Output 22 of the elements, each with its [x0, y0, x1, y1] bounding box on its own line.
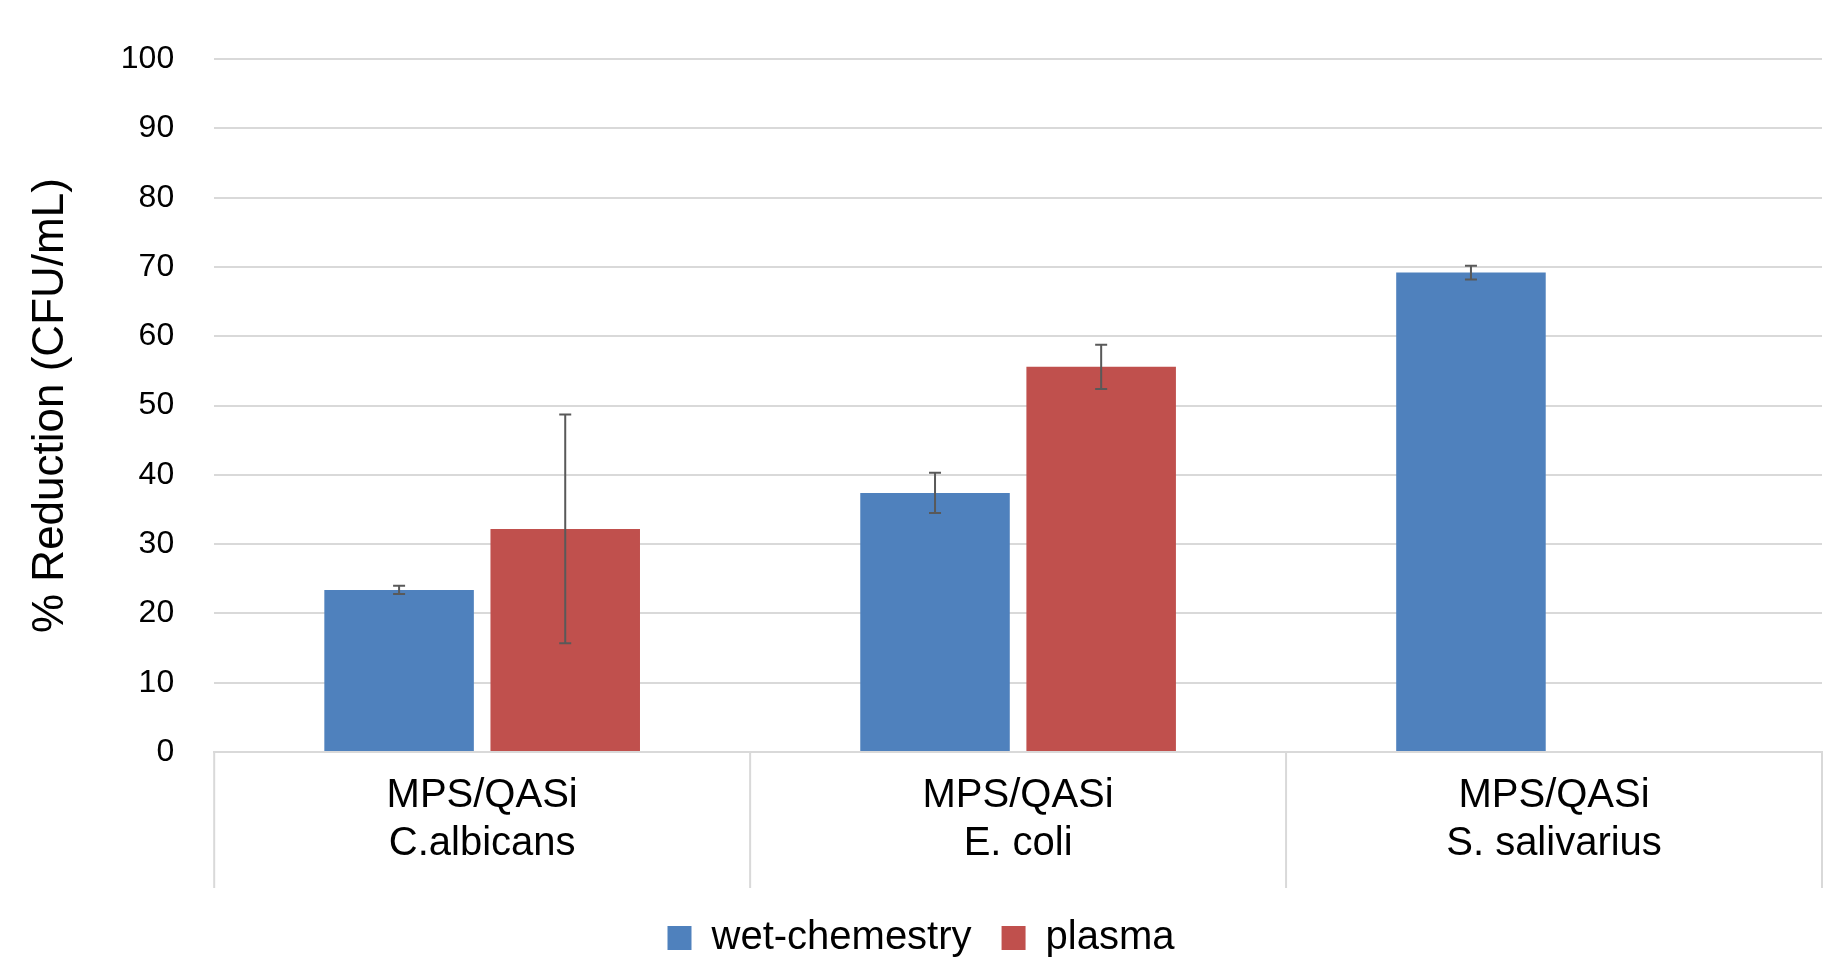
y-tick-label: 100: [120, 39, 175, 76]
y-tick-label: 10: [138, 662, 175, 699]
legend-label: plasma: [1045, 913, 1176, 958]
bar: [490, 528, 640, 751]
y-tick-label: 0: [156, 731, 175, 768]
y-tick-label: 60: [138, 316, 175, 353]
y-tick-label: 80: [138, 177, 175, 214]
y-axis-title: % Reduction (CFU/mL): [22, 178, 72, 633]
y-tick-label: 40: [138, 454, 175, 491]
y-tick-label: 30: [138, 523, 175, 560]
y-tick-label: 50: [138, 385, 175, 422]
x-tick-label: MPS/QASi S. salivarius: [1446, 771, 1662, 864]
bar: [1026, 366, 1176, 751]
y-tick-label: 20: [138, 593, 175, 630]
y-tick-label: 70: [138, 246, 175, 283]
x-tick-label: MPS/QASi C.albicans: [386, 771, 578, 864]
x-tick-label: MPS/QASi E. coli: [922, 771, 1114, 864]
bar: [860, 492, 1010, 751]
legend-label: wet-chemestry: [710, 913, 972, 958]
bar: [324, 589, 474, 751]
y-tick-label: 90: [138, 108, 175, 145]
bar: [1396, 272, 1546, 751]
